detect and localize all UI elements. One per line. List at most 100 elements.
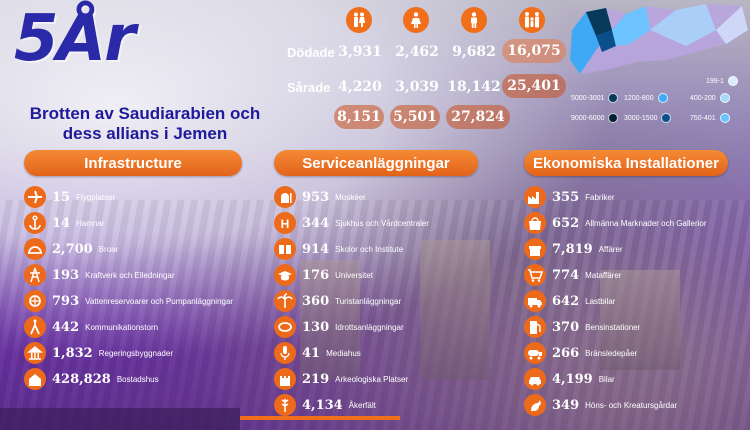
man-woman-icon <box>346 7 372 33</box>
item-label: Bilar <box>598 374 615 384</box>
item-label: Allmänna Marknader och Gallerior <box>585 218 707 228</box>
list-item: 7,819 Affärer <box>524 238 623 260</box>
legend-label: 3000-1500 <box>624 114 658 122</box>
item-value: 41 <box>302 345 321 361</box>
item-label: Bostadshus <box>116 374 159 384</box>
total-value: 8,151 <box>337 109 381 125</box>
list-item: 219 Arkeologiska Platser <box>274 368 408 390</box>
family-icon <box>519 7 545 33</box>
legend-swatch <box>719 113 730 123</box>
page-subtitle: Brotten av Saudiarabien och dess allians… <box>29 104 261 143</box>
list-item: 2,700 Broar <box>24 238 118 260</box>
hospital-icon: H <box>274 212 296 234</box>
section-heading-service: Serviceanläggningar <box>274 150 478 176</box>
legend-swatch <box>608 93 619 103</box>
legend-label: 9000-6000 <box>571 114 605 122</box>
car-icon <box>524 368 546 390</box>
list-item: 41 Mediahus <box>274 342 361 364</box>
item-value: 428,828 <box>52 371 111 387</box>
list-item: 774 Mataffärer <box>524 264 621 286</box>
item-value: 360 <box>302 293 330 309</box>
item-label: Kraftverk och Elledningar <box>85 270 175 280</box>
item-label: Idrottsanläggningar <box>335 322 404 332</box>
total-pill: 8,151 <box>334 105 384 129</box>
list-item: 193 Kraftverk och Elledningar <box>24 264 175 286</box>
item-label: Moskéer <box>335 192 366 202</box>
yemen-map <box>570 4 748 74</box>
fuel-tanker-icon <box>524 342 546 364</box>
section-heading-infrastructure: Infrastructure <box>24 150 242 176</box>
list-item: 355 Fabriker <box>524 186 614 208</box>
item-value: 349 <box>552 397 580 413</box>
item-label: Arkeologiska Platser <box>335 374 409 384</box>
book-icon <box>274 238 296 260</box>
svg-text:H: H <box>281 217 290 231</box>
item-value: 4,134 <box>302 397 343 413</box>
legend-swatch <box>608 113 619 123</box>
injured-value: 4,220 <box>338 79 382 95</box>
item-value: 793 <box>52 293 80 309</box>
airplane-icon <box>24 186 46 208</box>
item-value: 355 <box>552 189 580 205</box>
item-value: 344 <box>302 215 330 231</box>
graduation-cap-icon <box>274 264 296 286</box>
market-icon <box>524 212 546 234</box>
power-tower-icon <box>24 264 46 286</box>
house-icon <box>24 368 46 390</box>
government-building-icon <box>24 342 46 364</box>
footer <box>0 408 750 430</box>
killed-value: 2,462 <box>395 44 439 60</box>
list-item: 4,199 Bilar <box>524 368 615 390</box>
rooster-icon <box>524 394 546 416</box>
truck-icon <box>524 290 546 312</box>
wheat-icon <box>274 394 296 416</box>
item-value: 14 <box>52 215 71 231</box>
list-item: 266 Bränsledepåer <box>524 342 637 364</box>
total-pill: 27,824 <box>446 105 510 129</box>
item-label: Mediahus <box>326 348 361 358</box>
item-value: 774 <box>552 267 580 283</box>
list-item: 15 Flygplatser <box>24 186 115 208</box>
list-item: 442 Kommunikationstorn <box>24 316 158 338</box>
killed-label: Dödade <box>287 45 335 60</box>
list-item: 370 Bensinstationer <box>524 316 640 338</box>
microphone-icon <box>274 342 296 364</box>
item-value: 442 <box>52 319 80 335</box>
legend-label: 5000-3001 <box>571 94 605 102</box>
bridge-icon <box>24 238 46 260</box>
legend-label: 400-200 <box>690 94 716 102</box>
killed-value: 9,682 <box>452 44 496 60</box>
anchor-icon <box>24 212 46 234</box>
item-value: 130 <box>302 319 330 335</box>
legend-swatch <box>657 93 668 103</box>
injured-value: 18,142 <box>447 79 501 95</box>
item-value: 193 <box>52 267 80 283</box>
item-value: 2,700 <box>52 241 93 257</box>
list-item: 360 Turistanläggningar <box>274 290 401 312</box>
list-item: 130 Idrottsanläggningar <box>274 316 404 338</box>
item-label: Flygplatser <box>76 192 116 202</box>
list-item: 349 Höns- och Kreatursgårdar <box>524 394 677 416</box>
list-item: 652 Allmänna Marknader och Gallerior <box>524 212 707 234</box>
legend-label: 750-401 <box>690 114 716 122</box>
item-label: Broar <box>98 244 119 254</box>
item-label: Fabriker <box>585 192 615 202</box>
killed-total-pill: 16,075 <box>502 39 566 63</box>
injured-value: 3,039 <box>395 79 439 95</box>
section-heading-economic: Ekonomiska Installationer <box>524 150 728 176</box>
list-item: 176 Universitet <box>274 264 373 286</box>
list-item: 428,828 Bostadshus <box>24 368 159 390</box>
item-label: Bränsledepåer <box>585 348 638 358</box>
item-label: Höns- och Kreatursgårdar <box>585 400 678 410</box>
factory-icon <box>524 186 546 208</box>
man-icon <box>461 7 487 33</box>
injured-label: Sårade <box>287 80 331 95</box>
item-value: 15 <box>52 189 71 205</box>
item-label: Sjukhus och Vårdcentraler <box>335 218 429 228</box>
legend-swatch <box>661 113 672 123</box>
legend-item: 750-401 <box>690 113 730 123</box>
item-value: 642 <box>552 293 580 309</box>
fuel-pump-icon <box>524 316 546 338</box>
list-item: H 344 Sjukhus och Vårdcentraler <box>274 212 429 234</box>
item-value: 176 <box>302 267 330 283</box>
